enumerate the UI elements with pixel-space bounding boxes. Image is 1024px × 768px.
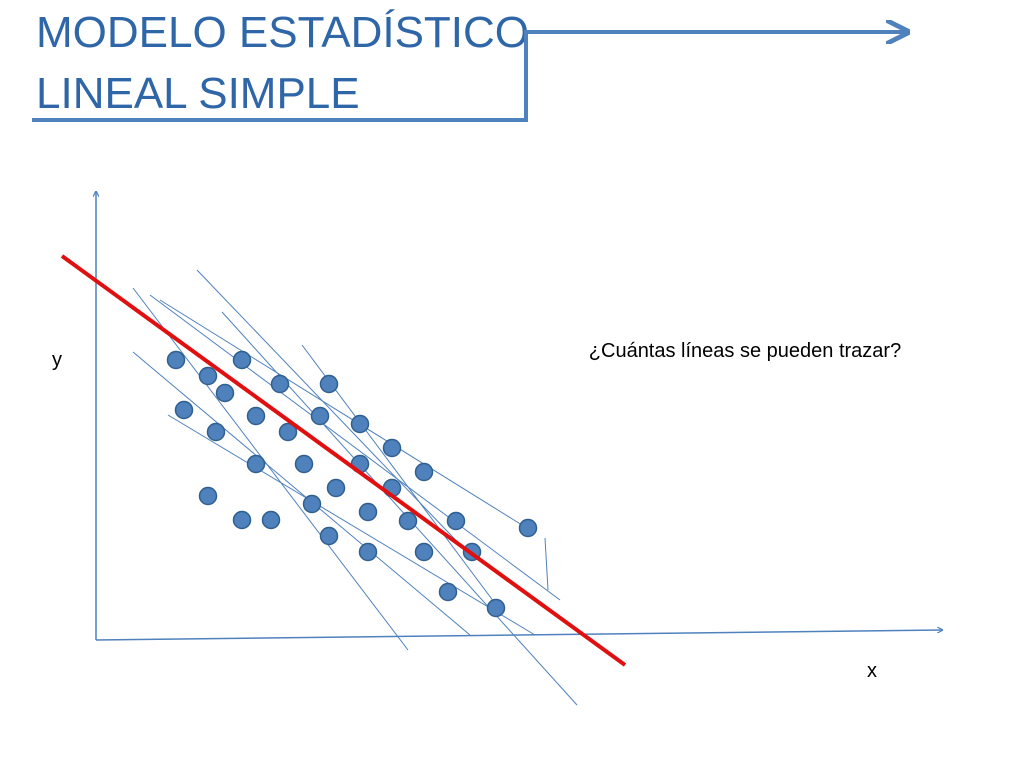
point [246,406,266,426]
point [382,438,402,458]
point [350,414,370,434]
x-axis [95,630,942,641]
point [261,510,281,530]
point [278,422,298,442]
candidate-line [167,414,536,636]
point [358,542,378,562]
question: ¿Cuántas líneas se pueden trazar? [589,340,901,362]
candidate-line [132,287,409,651]
point [232,510,252,530]
point [198,486,218,506]
title-line: MODELO ESTADÍSTICO [36,8,529,57]
point [446,511,466,531]
point [319,526,339,546]
point [166,350,186,370]
point [174,400,194,420]
point [438,582,458,602]
candidate-line [196,269,471,556]
point [414,542,434,562]
point [302,494,322,514]
points [166,350,538,618]
point [206,422,226,442]
y-label: y [52,349,62,371]
point [319,374,339,394]
x-label: x [867,660,877,682]
fit-line [60,254,627,667]
point [294,454,314,474]
point [310,406,330,426]
candidate-line [544,537,549,591]
candidate-line [221,311,578,706]
candidate-line [149,294,561,601]
point [358,502,378,522]
point [270,374,290,394]
point [486,598,506,618]
point [232,350,252,370]
point [398,511,418,531]
title-bracket [32,32,905,122]
candidate-lines [132,269,578,706]
point [246,454,266,474]
point [198,366,218,386]
point [518,518,538,538]
candidate-line [132,351,471,636]
point [326,478,346,498]
title-line: LINEAL SIMPLE [36,69,360,118]
candidate-line [159,299,531,531]
point [215,383,235,403]
point [414,462,434,482]
